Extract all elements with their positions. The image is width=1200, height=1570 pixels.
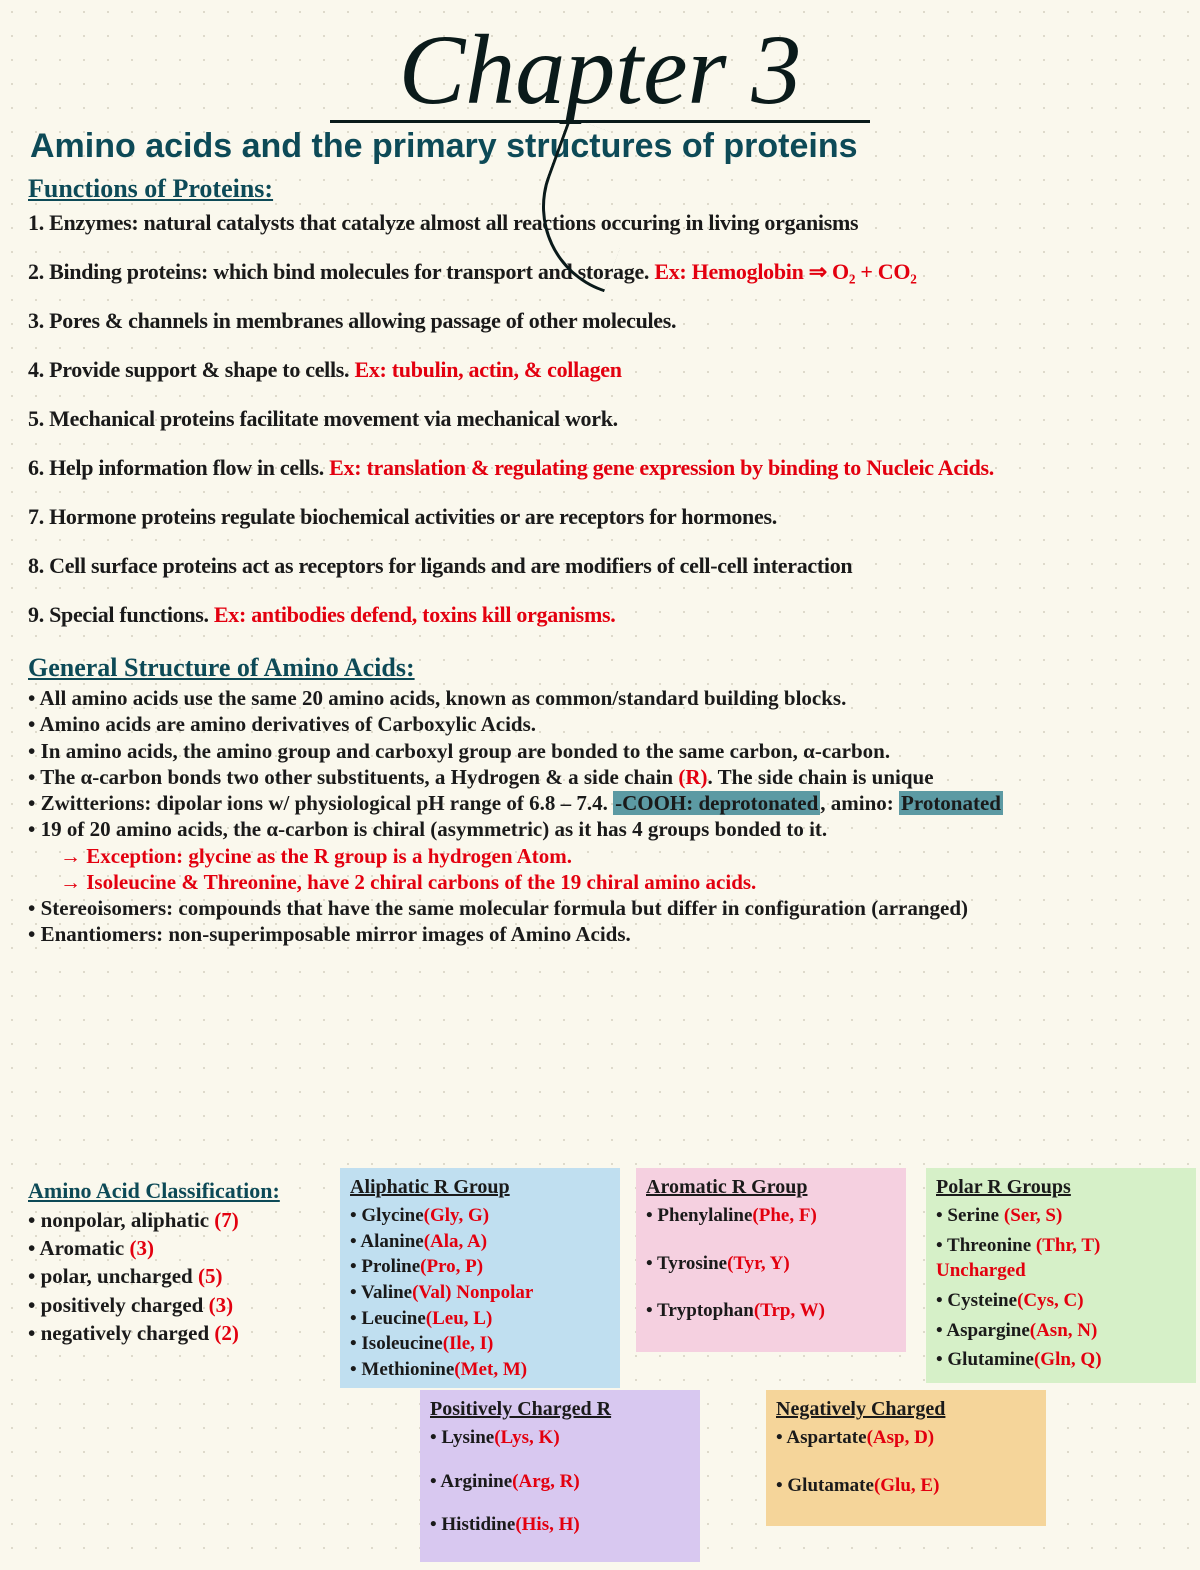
amino-acid-item: • Glycine(Gly, G) — [350, 1203, 610, 1229]
amino-acid-item: • Leucine(Leu, L) — [350, 1306, 610, 1332]
amino-acid-item: • Tyrosine(Tyr, Y) — [646, 1251, 896, 1277]
functions-heading: Functions of Proteins: — [28, 174, 1200, 204]
general-bullet: • 19 of 20 amino acids, the α-carbon is … — [28, 816, 1200, 842]
general-bullet: • Amino acids are amino derivatives of C… — [28, 711, 1200, 737]
amino-acid-item: • Proline(Pro, P) — [350, 1254, 610, 1280]
amino-acid-item: • Alanine(Ala, A) — [350, 1229, 610, 1255]
amino-acid-item: • Lysine(Lys, K) — [430, 1425, 690, 1451]
general-bullet: → Exception: glycine as the R group is a… — [60, 843, 1200, 869]
general-bullet: • All amino acids use the same 20 amino … — [28, 685, 1200, 711]
classification-row: • positively charged (3) — [28, 1291, 280, 1319]
amino-acid-item: • Cysteine(Cys, C) — [936, 1288, 1186, 1314]
general-bullet: • Enantiomers: non-superimposable mirror… — [28, 921, 1200, 947]
amino-acid-item: • Glutamate(Glu, E) — [776, 1473, 1036, 1499]
amino-acid-item: • Aspargine(Asn, N) — [936, 1318, 1186, 1344]
subtitle: Amino acids and the primary structures o… — [30, 127, 1200, 166]
general-bullet: → Isoleucine & Threonine, have 2 chiral … — [60, 869, 1200, 895]
amino-acid-item: • Histidine(His, H) — [430, 1512, 690, 1538]
amino-acid-item: • Phenylaline(Phe, F) — [646, 1203, 896, 1229]
amino-acid-item: • Serine (Ser, S) — [936, 1203, 1186, 1229]
polar-group-box: Polar R Groups• Serine (Ser, S) • Threoni… — [926, 1168, 1196, 1383]
aromatic-group-box: Aromatic R Group• Phenylaline(Phe, F) • T… — [636, 1168, 906, 1352]
classification-row: • nonpolar, aliphatic (7) — [28, 1206, 280, 1234]
amino-acid-item: • Threonine (Thr, T) Uncharged — [936, 1233, 1186, 1284]
function-item: 1. Enzymes: natural catalysts that catal… — [28, 206, 1200, 239]
function-item: 9. Special functions. Ex: antibodies def… — [28, 598, 1200, 631]
classification-row: • polar, uncharged (5) — [28, 1262, 280, 1290]
positive-group-box: Positively Charged R• Lysine(Lys, K) • Ar… — [420, 1390, 700, 1562]
group-heading: Aliphatic R Group — [350, 1174, 610, 1201]
function-item: 8. Cell surface proteins act as receptor… — [28, 549, 1200, 582]
general-bullet: • Zwitterions: dipolar ions w/ physiolog… — [28, 790, 1200, 816]
classification-row: • Aromatic (3) — [28, 1234, 280, 1262]
amino-acid-item: • Tryptophan(Trp, W) — [646, 1298, 896, 1324]
group-heading: Polar R Groups — [936, 1174, 1186, 1201]
function-item: 7. Hormone proteins regulate biochemical… — [28, 500, 1200, 533]
amino-acid-item: • Aspartate(Asp, D) — [776, 1425, 1036, 1451]
general-structure-list: • All amino acids use the same 20 amino … — [0, 685, 1200, 948]
aliphatic-group-box: Aliphatic R Group• Glycine(Gly, G)• Alan… — [340, 1168, 620, 1388]
general-heading: General Structure of Amino Acids: — [28, 653, 1200, 683]
functions-list: 1. Enzymes: natural catalysts that catal… — [0, 206, 1200, 631]
amino-acid-item: • Valine(Val) Nonpolar — [350, 1280, 610, 1306]
group-heading: Aromatic R Group — [646, 1174, 896, 1201]
function-item: 3. Pores & channels in membranes allowin… — [28, 304, 1200, 337]
amino-acid-item: • Glutamine(Gln, Q) — [936, 1347, 1186, 1373]
classification-list: Amino Acid Classification: • nonpolar, a… — [28, 1176, 280, 1347]
function-item: 4. Provide support & shape to cells. Ex:… — [28, 353, 1200, 386]
general-bullet: • In amino acids, the amino group and ca… — [28, 738, 1200, 764]
amino-acid-item: • Isoleucine(Ile, I) — [350, 1331, 610, 1357]
function-item: 2. Binding proteins: which bind molecule… — [28, 255, 1200, 288]
group-heading: Negatively Charged — [776, 1396, 1036, 1423]
negative-group-box: Negatively Charged• Aspartate(Asp, D) • G… — [766, 1390, 1046, 1526]
amino-acid-item: • Arginine(Arg, R) — [430, 1469, 690, 1495]
general-bullet: • Stereoisomers: compounds that have the… — [28, 895, 1200, 921]
group-heading: Positively Charged R — [430, 1396, 690, 1423]
classification-row: • negatively charged (2) — [28, 1319, 280, 1347]
chapter-title: Chapter 3 — [330, 20, 870, 123]
classification-heading: Amino Acid Classification: — [28, 1176, 280, 1206]
function-item: 6. Help information flow in cells. Ex: t… — [28, 451, 1200, 484]
amino-acid-item: • Methionine(Met, M) — [350, 1357, 610, 1383]
general-bullet: • The α-carbon bonds two other substitue… — [28, 764, 1200, 790]
function-item: 5. Mechanical proteins facilitate moveme… — [28, 402, 1200, 435]
